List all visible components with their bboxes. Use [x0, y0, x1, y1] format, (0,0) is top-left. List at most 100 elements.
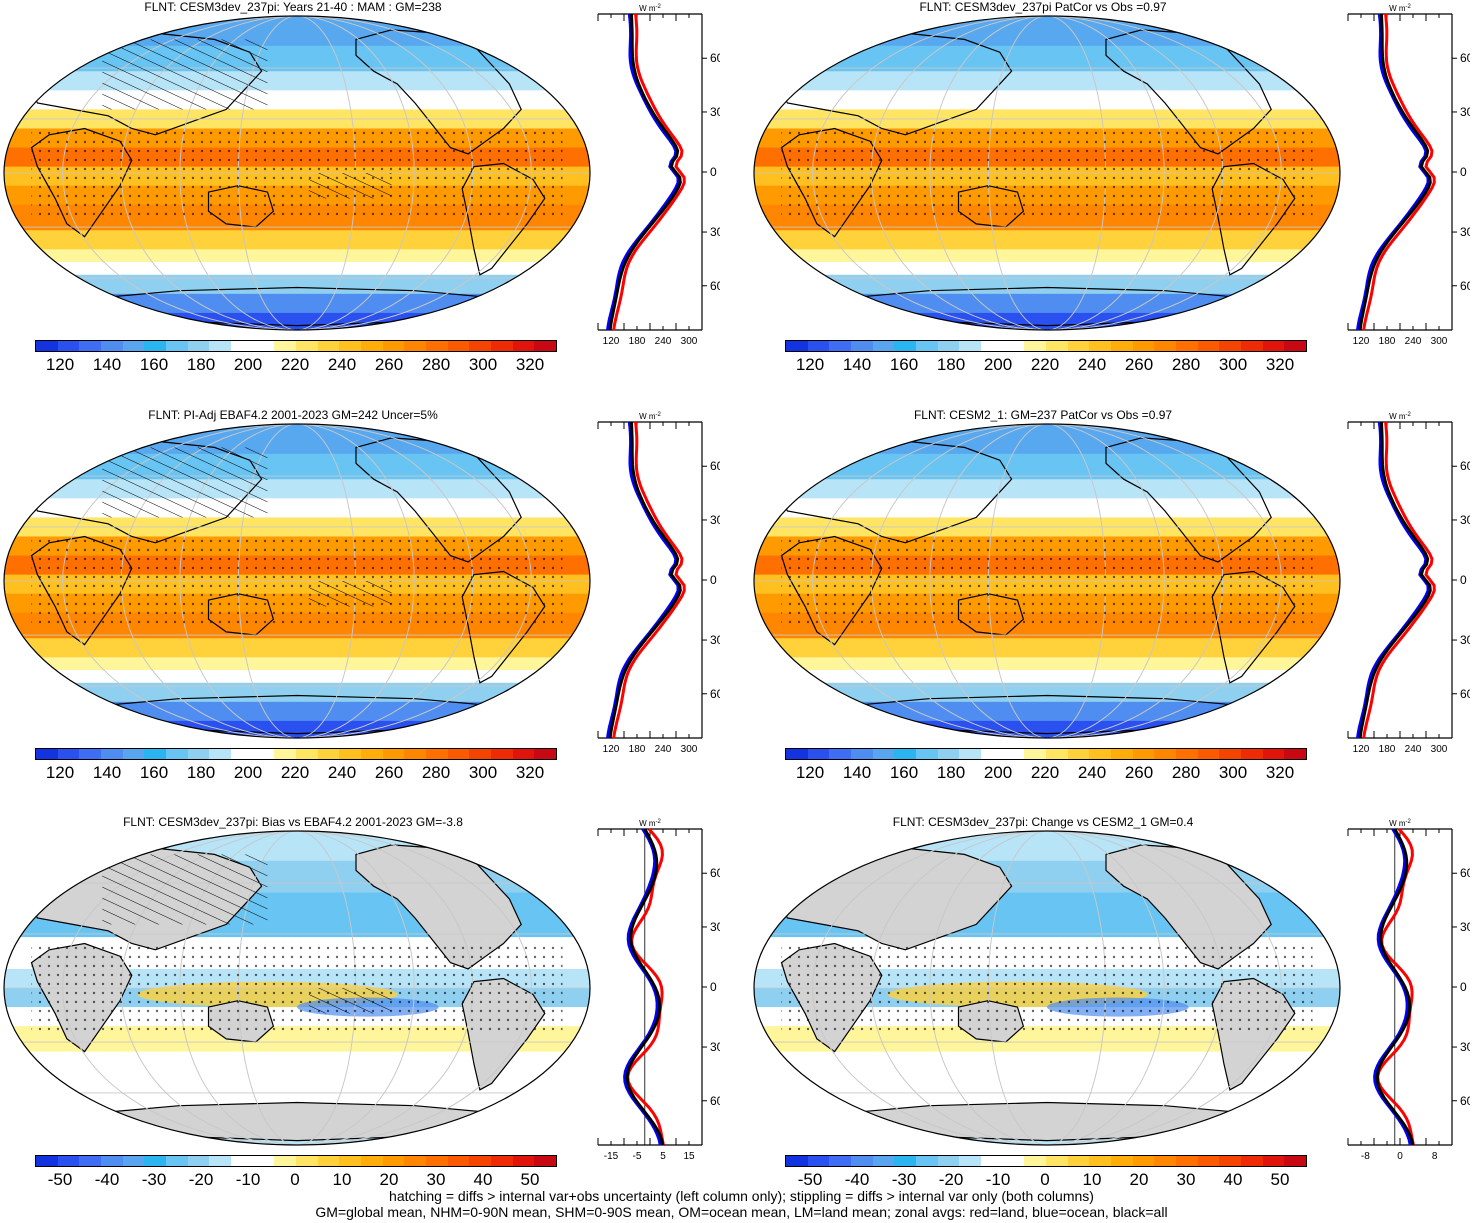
zonal-tick-label: 240 — [1405, 744, 1422, 755]
panel-title: FLNT: CESM3dev_237pi PatCor vs Obs =0.97 — [919, 0, 1167, 14]
colorbar-swatch — [829, 749, 852, 759]
field-band — [754, 90, 1340, 111]
field-band — [4, 701, 590, 722]
colorbar-label: 320 — [1265, 355, 1295, 374]
colorbar-swatch — [1176, 1156, 1198, 1166]
colorbar-swatch — [1154, 341, 1177, 351]
field-band — [4, 293, 590, 314]
colorbar — [785, 748, 1307, 760]
colorbar-swatch — [851, 341, 873, 351]
colorbar-label: 10 — [332, 1170, 352, 1189]
zonal-unit: W m-2 — [639, 819, 661, 828]
colorbar-swatch — [959, 341, 982, 351]
colorbar-swatch — [404, 749, 427, 759]
colorbar-swatch — [361, 749, 383, 759]
colorbar-swatch — [404, 341, 427, 351]
field-band — [4, 720, 590, 738]
colorbar-swatch — [1219, 341, 1242, 351]
zonal-lat-label: 60N — [710, 866, 720, 880]
zonal-lat-label: 0 — [710, 573, 717, 587]
colorbar-label: 200 — [233, 355, 263, 374]
colorbar-label: 160 — [889, 355, 919, 374]
zonal-lat-label: 30S — [1460, 1040, 1470, 1054]
field-band — [754, 262, 1340, 276]
stippling — [781, 940, 1313, 1036]
zonal-curve — [1362, 421, 1436, 739]
colorbar-swatch — [786, 341, 808, 351]
colorbar-swatch — [1111, 1156, 1133, 1166]
colorbar-swatch — [447, 1156, 470, 1166]
colorbar-swatch — [166, 1156, 188, 1166]
zonal-tick-label: 5 — [660, 1151, 666, 1162]
zonal-lat-label: 0 — [1460, 573, 1467, 587]
zonal-lat-label: 30N — [1460, 513, 1470, 527]
colorbar-swatch — [872, 749, 895, 759]
field-band — [4, 657, 590, 672]
colorbar-swatch — [491, 341, 513, 351]
colorbar-label: 200 — [983, 355, 1013, 374]
colorbar-label: 120 — [795, 355, 825, 374]
colorbar-label: 30 — [1176, 1170, 1196, 1189]
colorbar-swatch — [122, 1156, 145, 1166]
colorbar-swatch — [491, 1156, 513, 1166]
colorbar-swatch — [512, 1156, 535, 1166]
colorbar-swatch — [57, 1156, 80, 1166]
colorbar-swatch — [829, 341, 852, 351]
colorbar-swatch — [959, 749, 982, 759]
colorbar-swatch — [512, 749, 535, 759]
colorbar-label: 280 — [421, 763, 451, 782]
colorbar-swatch — [79, 749, 102, 759]
colorbar-swatch — [1241, 749, 1263, 759]
colorbar-swatch — [1176, 749, 1198, 759]
colorbar-label: 280 — [1171, 763, 1201, 782]
colorbar-swatch — [894, 749, 917, 759]
colorbar-label: 50 — [520, 1170, 540, 1189]
zonal-unit: W m-2 — [1389, 412, 1411, 421]
zonal-tick-label: 120 — [1353, 744, 1370, 755]
colorbar-swatch — [1002, 341, 1025, 351]
zonal-curve — [1358, 13, 1432, 331]
colorbar-label: 260 — [374, 763, 404, 782]
zonal-lat-label: 30N — [1460, 105, 1470, 119]
colorbar-swatch — [101, 1156, 123, 1166]
colorbar-swatch — [1262, 1156, 1285, 1166]
colorbar-label: 320 — [515, 355, 545, 374]
zonal-tick-label: 300 — [1431, 336, 1448, 347]
field-band — [4, 670, 590, 684]
colorbar-swatch — [807, 1156, 830, 1166]
colorbar-swatch — [916, 341, 938, 351]
colorbar-swatch — [79, 341, 102, 351]
zonal-tick-label: 180 — [629, 336, 646, 347]
zonal-lat-label: 60N — [1460, 459, 1470, 473]
continent-greenland — [1235, 430, 1284, 461]
colorbar-swatch — [447, 749, 470, 759]
colorbar-swatch — [894, 341, 917, 351]
continent-greenland — [1235, 837, 1284, 868]
colorbar-swatch — [1002, 749, 1025, 759]
colorbar-swatch — [1154, 749, 1177, 759]
zonal-curve — [1375, 828, 1415, 1146]
zonal-lat-label: 60N — [710, 459, 720, 473]
colorbar — [785, 1155, 1307, 1167]
colorbar-label: 220 — [280, 355, 310, 374]
field-band — [4, 249, 590, 264]
colorbar-label: 260 — [1124, 355, 1154, 374]
colorbar-swatch — [469, 341, 492, 351]
panel-4: FLNT: CESM2_1: GM=237 PatCor vs Obs =0.9… — [750, 408, 1483, 816]
zonal-lat-label: 60S — [1460, 687, 1470, 701]
colorbar-swatch — [1284, 749, 1307, 759]
colorbar-swatch — [1262, 749, 1285, 759]
zonal-lat-label: 60S — [710, 1094, 720, 1108]
zonal-lat-label: 60S — [710, 279, 720, 293]
field-band — [754, 638, 1340, 659]
colorbar-swatch — [166, 749, 188, 759]
field-band — [4, 517, 590, 538]
colorbar-swatch — [851, 749, 873, 759]
colorbar-swatch — [491, 749, 513, 759]
colorbar-label: -10 — [235, 1170, 261, 1189]
colorbar-label: 160 — [139, 763, 169, 782]
colorbar-label: 200 — [983, 763, 1013, 782]
hatching — [102, 854, 268, 925]
colorbar-swatch — [382, 749, 405, 759]
zonal-tick-label: 240 — [655, 336, 672, 347]
